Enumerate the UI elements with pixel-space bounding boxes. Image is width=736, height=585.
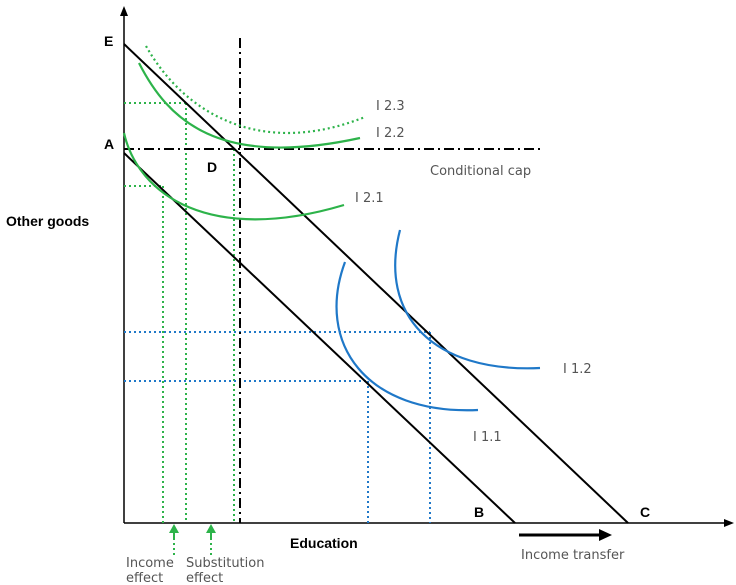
indifference-curve-i23	[145, 45, 366, 134]
substitution-effect-arrow-head	[206, 524, 216, 533]
budget-line-ab	[123, 152, 516, 524]
indifference-curve-i22	[138, 62, 361, 149]
income-transfer-label: Income transfer	[521, 548, 625, 563]
curve-label-i23: I 2.3	[376, 99, 405, 114]
income-effect-arrow-head	[169, 524, 179, 533]
point-label-c: C	[640, 504, 650, 520]
point-label-b: B	[474, 504, 484, 520]
point-label-a: A	[104, 136, 114, 152]
indifference-curve-i21	[122, 132, 345, 221]
curve-label-i22: I 2.2	[376, 126, 405, 141]
point-label-d: D	[207, 159, 217, 175]
income-effect-label-line2: effect	[126, 571, 163, 585]
blue-guides	[124, 331, 431, 523]
point-label-e: E	[104, 33, 113, 49]
indifference-curve-i12	[394, 229, 541, 370]
curve-label-i21: I 2.1	[355, 191, 384, 206]
indifference-curve-i11	[335, 261, 479, 412]
conditional-cap-label: Conditional cap	[430, 164, 531, 179]
x-axis-arrow	[724, 519, 734, 527]
y-axis-arrow	[120, 6, 128, 16]
curve-label-i12: I 1.2	[563, 362, 592, 377]
budget-line-ec	[123, 43, 629, 524]
substitution-effect-label-line1: Substitution	[186, 556, 264, 571]
y-axis-label: Other goods	[6, 213, 89, 229]
income-transfer-arrow-head	[599, 529, 612, 541]
curve-label-i11: I 1.1	[473, 430, 502, 445]
income-effect-label-line1: Income	[126, 556, 174, 571]
green-guides	[124, 102, 235, 556]
substitution-effect-label-line2: effect	[186, 571, 223, 585]
x-axis-label: Education	[290, 535, 358, 551]
